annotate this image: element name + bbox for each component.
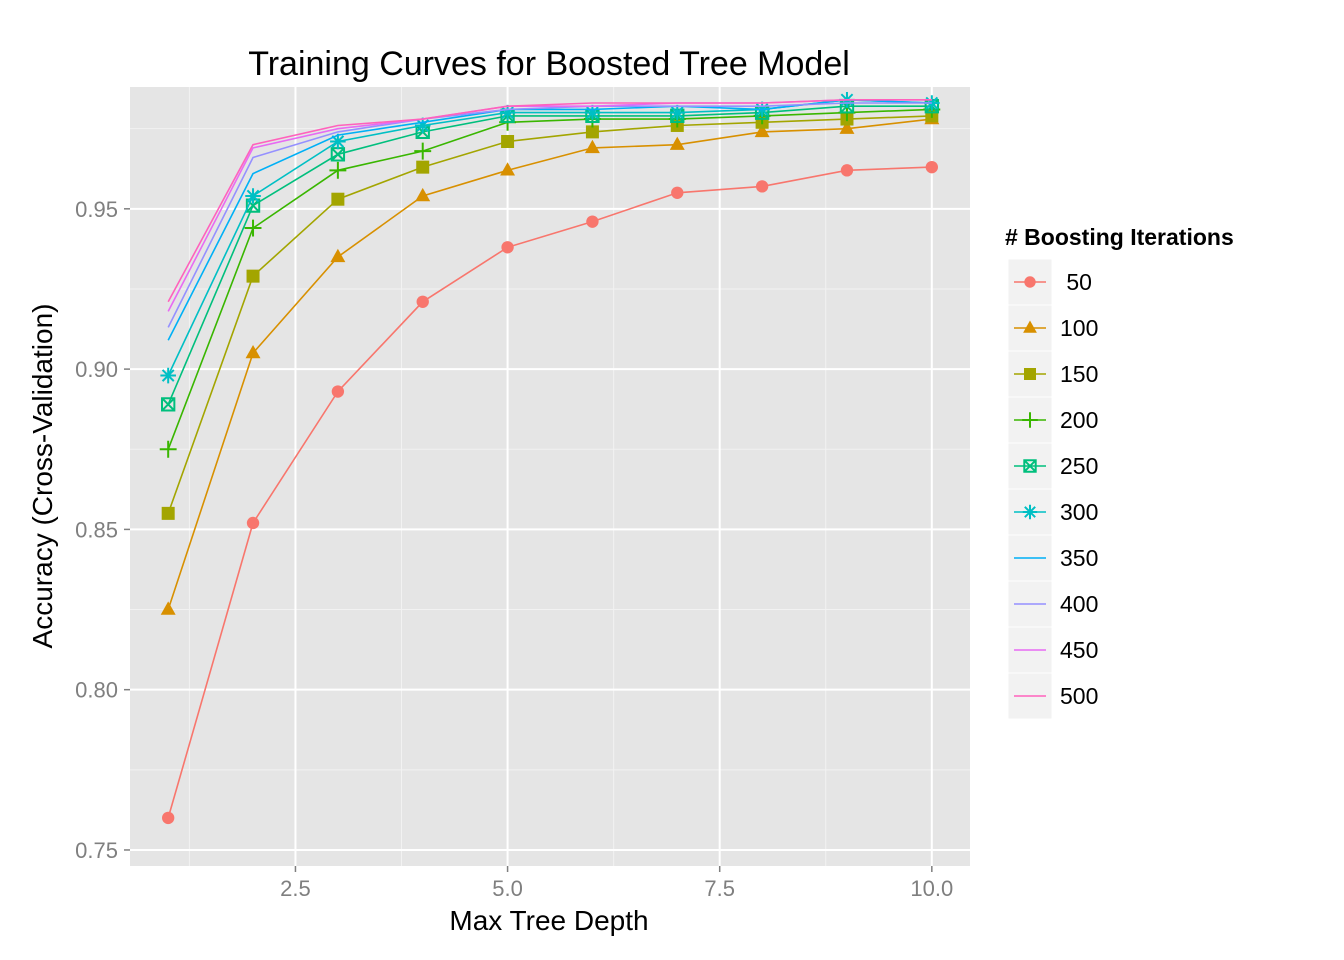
series-200-point — [329, 161, 347, 179]
series-150-point — [331, 192, 345, 206]
legend-label: 100 — [1060, 315, 1098, 341]
legend-item-150: 150 — [1007, 350, 1098, 398]
series-50-point — [331, 385, 345, 398]
series-300-point — [584, 104, 601, 121]
legend-item-500: 500 — [1007, 672, 1098, 720]
legend-label: 300 — [1060, 499, 1098, 525]
series-300-point — [924, 95, 940, 111]
legend-label: 200 — [1060, 407, 1098, 433]
x-axis: 2.5 5.0 7.5 10.0 — [280, 866, 953, 901]
legend-key-marker — [1023, 459, 1037, 473]
series-150-point — [585, 125, 599, 139]
y-axis: 0.75 0.80 0.85 0.90 0.95 — [75, 197, 130, 863]
legend-key-marker — [1024, 368, 1036, 380]
series-150-point — [246, 269, 260, 283]
series-300-point — [414, 117, 431, 134]
series-100-line — [167, 118, 932, 610]
x-tick-label: 10.0 — [910, 876, 953, 901]
series-300-point — [669, 104, 686, 121]
series-200-point — [244, 219, 262, 237]
x-tick-label: 7.5 — [704, 876, 735, 901]
legend-item-300: 300 — [1007, 488, 1098, 536]
y-axis-label: Accuracy (Cross-Validation) — [27, 304, 58, 649]
legend-key-marker — [1024, 276, 1036, 288]
series-400-line — [167, 102, 932, 328]
legend-label: 350 — [1060, 545, 1098, 571]
legend-keys: 50 100 150 200 250 300 350 400 450 500 — [1007, 258, 1098, 720]
series-100-point — [330, 248, 346, 263]
series-150-point — [161, 506, 175, 520]
series-100-point — [754, 123, 770, 138]
series-100-point — [245, 344, 261, 359]
series-150-point — [416, 160, 430, 174]
series-500-line — [167, 99, 932, 303]
series-50-point — [416, 295, 429, 308]
series-100-point — [839, 120, 855, 134]
series-200-point — [414, 142, 432, 160]
legend-item-350: 350 — [1007, 534, 1098, 582]
legend-key-marker — [1022, 504, 1038, 520]
series-300-point — [330, 133, 346, 150]
legend-item-400: 400 — [1007, 580, 1098, 628]
y-tick-label: 0.90 — [75, 357, 118, 382]
series-100-point — [415, 187, 431, 202]
series-50-point — [586, 215, 599, 228]
series-100-point — [669, 136, 685, 150]
legend-item-50: 50 — [1007, 258, 1092, 306]
series-300-point — [499, 104, 516, 121]
series-50-line — [167, 166, 932, 819]
legend-item-100: 100 — [1007, 304, 1098, 352]
series-50-point — [755, 180, 769, 193]
y-tick-label: 0.85 — [75, 517, 118, 542]
series-50-point — [162, 811, 175, 825]
legend-label: 400 — [1060, 591, 1098, 617]
series-300-point — [160, 367, 176, 384]
series-100-point — [584, 139, 600, 154]
grid-major — [130, 87, 970, 866]
series-50-point — [840, 164, 854, 177]
series-300-point — [245, 188, 261, 204]
x-tick-label: 5.0 — [492, 876, 523, 901]
series-layer — [159, 92, 941, 825]
series-200-point — [159, 440, 177, 458]
series-100-point — [160, 601, 176, 615]
legend-label: 500 — [1060, 683, 1098, 709]
x-axis-label: Max Tree Depth — [449, 905, 648, 936]
series-150-line — [167, 115, 932, 514]
series-400 — [167, 102, 932, 328]
legend-label: 450 — [1060, 637, 1098, 663]
y-tick-label: 0.95 — [75, 197, 118, 222]
series-50-point — [246, 516, 260, 530]
chart-title: Training Curves for Boosted Tree Model — [248, 45, 850, 83]
series-50 — [162, 160, 938, 825]
legend-label: 150 — [1060, 361, 1098, 387]
x-tick-label: 2.5 — [280, 876, 311, 901]
series-100-point — [500, 162, 516, 176]
series-50-point — [501, 241, 514, 254]
legend-key-marker — [1023, 320, 1037, 333]
series-50-point — [671, 186, 684, 199]
grid-minor — [130, 87, 970, 866]
legend-title: # Boosting Iterations — [1005, 224, 1234, 250]
y-tick-label: 0.80 — [75, 678, 118, 703]
legend-label: 250 — [1060, 453, 1098, 479]
y-tick-label: 0.75 — [75, 838, 118, 863]
series-50-point — [925, 160, 938, 174]
legend-key-marker — [1022, 412, 1038, 428]
series-250-point — [161, 397, 176, 412]
series-150-point — [501, 134, 515, 148]
legend-item-450: 450 — [1007, 626, 1098, 674]
legend-item-200: 200 — [1007, 396, 1098, 444]
series-250-point — [330, 147, 346, 162]
legend-item-250: 250 — [1007, 442, 1098, 490]
series-500 — [167, 99, 932, 303]
series-250-line — [167, 105, 932, 405]
legend: # Boosting Iterations 50 100 150 200 250 300 3… — [1005, 224, 1234, 720]
legend-label: 50 — [1060, 269, 1092, 295]
series-200-line — [167, 108, 932, 450]
